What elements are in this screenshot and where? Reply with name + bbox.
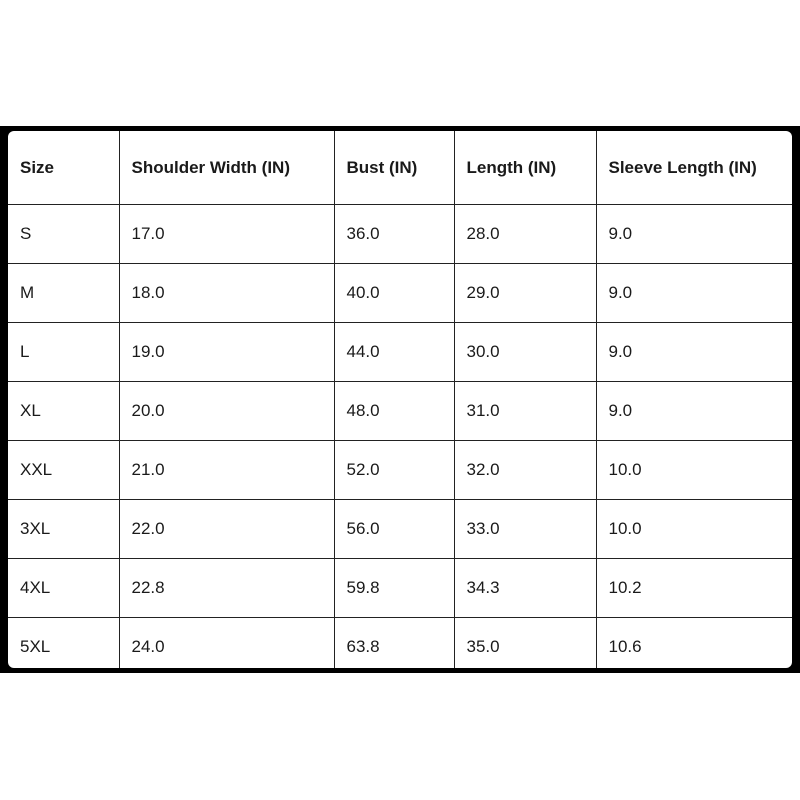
table-cell: 31.0 <box>453 381 597 441</box>
table-row: XXL 21.0 52.0 32.0 10.0 <box>8 440 792 500</box>
table-cell: 19.0 <box>118 322 335 382</box>
header-row: Size Shoulder Width (IN) Bust (IN) Length (… <box>8 131 792 205</box>
table-cell: 9.0 <box>595 381 792 441</box>
table-row: S 17.0 36.0 28.0 9.0 <box>8 204 792 264</box>
table-cell: 9.0 <box>595 322 792 382</box>
table-cell: 36.0 <box>333 204 455 264</box>
table-cell: 18.0 <box>118 263 335 323</box>
column-header: Size <box>8 131 120 205</box>
table-cell: XXL <box>8 440 120 500</box>
table-cell: 10.6 <box>595 617 792 668</box>
table-cell: 9.0 <box>595 263 792 323</box>
table-cell: 48.0 <box>333 381 455 441</box>
table-cell: 28.0 <box>453 204 597 264</box>
table-cell: 33.0 <box>453 499 597 559</box>
column-header: Shoulder Width (IN) <box>118 131 335 205</box>
table-cell: 29.0 <box>453 263 597 323</box>
column-header: Sleeve Length (IN) <box>595 131 792 205</box>
table-cell: 34.3 <box>453 558 597 618</box>
table-row: 5XL 24.0 63.8 35.0 10.6 <box>8 617 792 668</box>
table-row: 4XL 22.8 59.8 34.3 10.2 <box>8 558 792 618</box>
table-cell: L <box>8 322 120 382</box>
table-cell: 9.0 <box>595 204 792 264</box>
table-cell: 35.0 <box>453 617 597 668</box>
size-chart: Size Shoulder Width (IN) Bust (IN) Length (… <box>8 131 792 668</box>
table-cell: 40.0 <box>333 263 455 323</box>
table-cell: 63.8 <box>333 617 455 668</box>
table-cell: 4XL <box>8 558 120 618</box>
table-cell: 20.0 <box>118 381 335 441</box>
column-header: Length (IN) <box>453 131 597 205</box>
table-cell: 10.0 <box>595 440 792 500</box>
table-cell: 5XL <box>8 617 120 668</box>
table-cell: 10.0 <box>595 499 792 559</box>
table-cell: 44.0 <box>333 322 455 382</box>
table-row: M 18.0 40.0 29.0 9.0 <box>8 263 792 323</box>
table-cell: 21.0 <box>118 440 335 500</box>
table-cell: S <box>8 204 120 264</box>
table-cell: 32.0 <box>453 440 597 500</box>
table-row: 3XL 22.0 56.0 33.0 10.0 <box>8 499 792 559</box>
table-cell: 22.8 <box>118 558 335 618</box>
table-row: XL 20.0 48.0 31.0 9.0 <box>8 381 792 441</box>
column-header: Bust (IN) <box>333 131 455 205</box>
size-table: Size Shoulder Width (IN) Bust (IN) Length (… <box>8 131 792 668</box>
table-cell: 24.0 <box>118 617 335 668</box>
table-cell: 59.8 <box>333 558 455 618</box>
table-cell: M <box>8 263 120 323</box>
table-row: L 19.0 44.0 30.0 9.0 <box>8 322 792 382</box>
table-cell: 56.0 <box>333 499 455 559</box>
table-cell: 3XL <box>8 499 120 559</box>
table-cell: XL <box>8 381 120 441</box>
table-cell: 10.2 <box>595 558 792 618</box>
table-cell: 17.0 <box>118 204 335 264</box>
table-cell: 30.0 <box>453 322 597 382</box>
table-cell: 22.0 <box>118 499 335 559</box>
table-cell: 52.0 <box>333 440 455 500</box>
